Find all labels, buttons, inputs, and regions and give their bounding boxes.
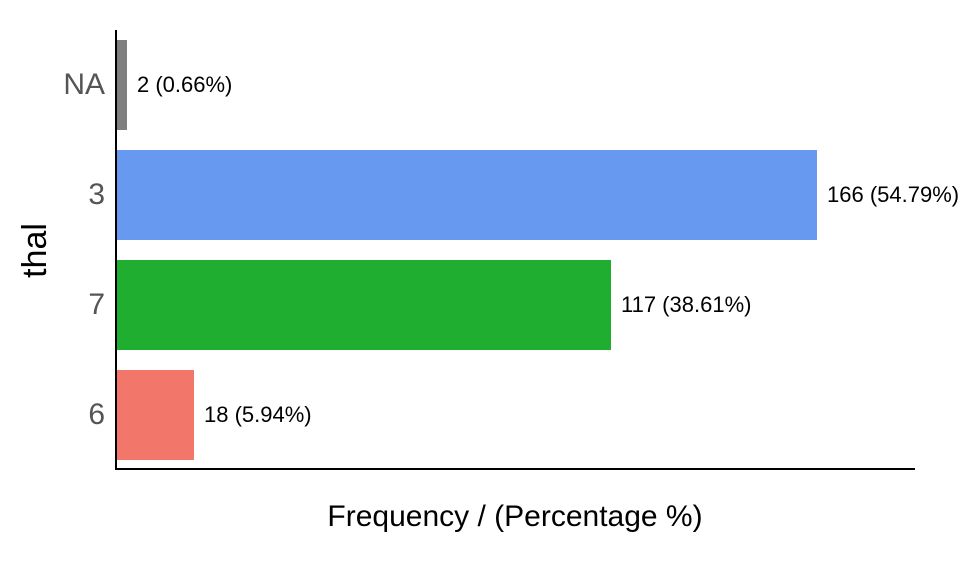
value-label: 2 (0.66%) [137, 72, 232, 98]
y-axis-title: thal [15, 0, 55, 500]
y-axis-title-text: thal [16, 223, 55, 278]
bar-7 [117, 260, 611, 350]
category-label: 6 [88, 398, 105, 432]
bar-row-6: 6 18 (5.94%) [117, 370, 194, 460]
value-label: 18 (5.94%) [204, 402, 312, 428]
bar-row-7: 7 117 (38.61%) [117, 260, 611, 350]
bar-row-3: 3 166 (54.79%) [117, 150, 817, 240]
value-label: 117 (38.61%) [621, 292, 751, 318]
bar-6 [117, 370, 194, 460]
bar-na [117, 40, 127, 130]
plot-area: NA 2 (0.66%) 3 166 (54.79%) 7 117 (38.61… [115, 30, 915, 470]
category-label: NA [63, 68, 105, 102]
value-label: 166 (54.79%) [827, 182, 959, 208]
bar-row-na: NA 2 (0.66%) [117, 40, 127, 130]
thal-frequency-chart: thal NA 2 (0.66%) 3 166 (54.79%) 7 117 (… [0, 0, 960, 576]
category-label: 7 [88, 288, 105, 322]
bar-3 [117, 150, 817, 240]
x-axis-title: Frequency / (Percentage %) [115, 500, 915, 534]
category-label: 3 [88, 178, 105, 212]
